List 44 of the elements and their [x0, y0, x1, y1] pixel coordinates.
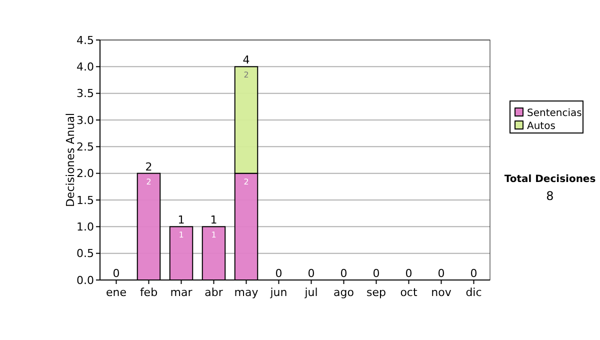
y-tick-label: 0.0	[76, 274, 94, 287]
legend-label: Sentencias	[527, 108, 582, 119]
total-label: 0	[372, 267, 380, 280]
x-tick-label: dic	[466, 286, 482, 299]
data-label: 2	[244, 177, 249, 186]
x-tick-label: feb	[140, 286, 158, 299]
total-label: 0	[340, 267, 348, 280]
x-tick-label: ago	[334, 286, 354, 299]
text: Total Decisiones	[504, 174, 596, 185]
x-tick-label: jul	[304, 286, 318, 299]
data-label: 2	[244, 70, 249, 80]
total-label: 1	[210, 214, 218, 227]
y-tick-label: 1.5	[76, 194, 94, 207]
total-label: 4	[242, 54, 250, 67]
y-tick-label: 4.0	[76, 60, 94, 74]
y-tick-label: 3.5	[76, 87, 94, 100]
total-label: 0	[275, 267, 282, 280]
total-label: 0	[438, 267, 445, 280]
data-label: 1	[178, 230, 184, 240]
total-label: 0	[405, 267, 412, 280]
total-label: 0	[470, 267, 478, 280]
legend-label: Autos	[527, 121, 556, 132]
x-tick-label: may	[234, 286, 259, 299]
x-tick-label: sep	[366, 286, 386, 299]
y-tick-label: 0.5	[76, 247, 94, 260]
y-tick-label: 1.0	[76, 220, 94, 234]
total-label: 1	[178, 214, 185, 227]
x-tick-label: jun	[269, 286, 288, 299]
data-label: 2	[146, 177, 152, 186]
y-tick-label: 2.5	[76, 140, 94, 154]
text: 8	[546, 189, 554, 203]
total-label: 2	[145, 160, 152, 174]
x-tick-label: abr	[204, 286, 224, 299]
y-tick-label: 3.0	[76, 114, 94, 127]
y-tick-label: 4.5	[76, 34, 94, 47]
x-tick-label: ene	[106, 286, 127, 299]
x-tick-label: mar	[170, 286, 193, 299]
y-tick-label: 2.0	[76, 167, 94, 180]
y-axis-title: Decisiones Anual	[64, 112, 77, 208]
total-label: 0	[308, 267, 315, 280]
x-tick-label: nov	[431, 286, 452, 299]
x-tick-label: oct	[400, 286, 418, 299]
data-label: 1	[211, 230, 216, 240]
total-label: 0	[112, 267, 120, 280]
